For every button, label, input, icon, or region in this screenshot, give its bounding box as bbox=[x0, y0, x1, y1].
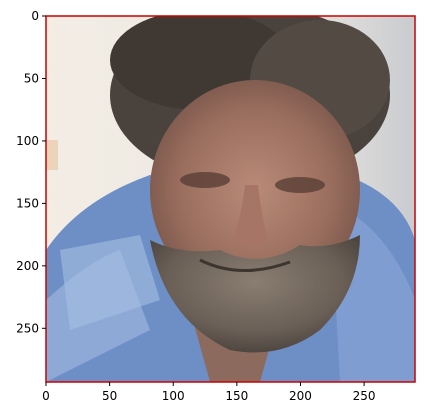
y-tick-label: 100 bbox=[16, 134, 39, 148]
x-axis: 0 50 100 150 200 250 bbox=[42, 382, 376, 403]
image-frame bbox=[45, 15, 416, 383]
y-tick-label: 200 bbox=[16, 259, 39, 273]
y-tick-label: 0 bbox=[31, 9, 39, 23]
y-axis: 0 50 100 150 200 250 bbox=[16, 9, 46, 335]
y-tick-label: 250 bbox=[16, 321, 39, 335]
photo-image bbox=[46, 16, 415, 382]
y-tick-label: 50 bbox=[24, 71, 39, 85]
x-tick-label: 0 bbox=[42, 389, 50, 403]
x-tick-label: 50 bbox=[102, 389, 117, 403]
y-tick-label: 150 bbox=[16, 196, 39, 210]
x-tick-label: 150 bbox=[225, 389, 248, 403]
x-tick-label: 100 bbox=[162, 389, 185, 403]
x-tick-label: 200 bbox=[289, 389, 312, 403]
x-tick-label: 250 bbox=[353, 389, 376, 403]
